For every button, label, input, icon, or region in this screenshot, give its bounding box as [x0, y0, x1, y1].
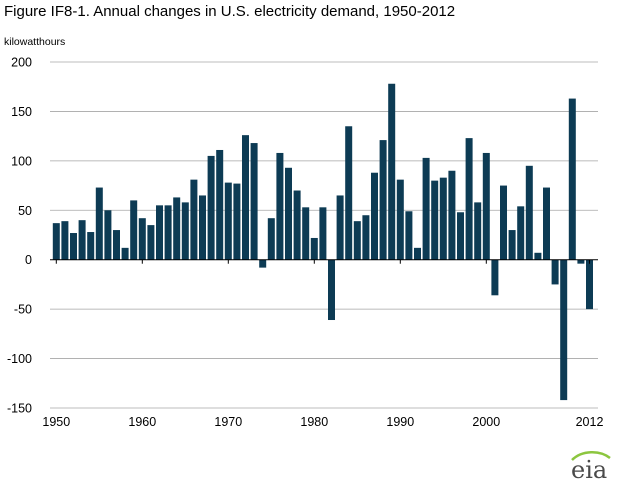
- y-axis-unit-label: kilowatthours: [4, 36, 66, 48]
- y-tick-label: -150: [7, 402, 32, 416]
- eia-logo: eia: [568, 450, 612, 484]
- bar-1956: [104, 210, 112, 260]
- x-axis: 1950 1960 1970 1980 1990 2000 2012: [42, 259, 604, 429]
- bar-2008: [551, 259, 559, 285]
- bar-2005: [525, 165, 533, 260]
- y-tick-label: 50: [18, 204, 32, 218]
- bar-1994: [431, 180, 439, 260]
- eia-logo-text: eia: [571, 456, 608, 484]
- bar-1955: [95, 187, 103, 260]
- chart-title: Figure IF8-1. Annual changes in U.S. ele…: [4, 3, 456, 20]
- x-tick-label: 1960: [128, 415, 156, 429]
- bar-1991: [405, 211, 413, 260]
- bar-1957: [113, 230, 120, 260]
- y-tick-label: 200: [11, 56, 32, 70]
- y-tick-label: 150: [11, 105, 32, 119]
- bar-2010: [568, 98, 576, 260]
- bar-1967: [199, 195, 206, 260]
- bar-1995: [439, 177, 447, 260]
- bar-1973: [250, 143, 258, 260]
- bar-1966: [190, 179, 198, 260]
- bar-1954: [87, 232, 95, 260]
- gridlines: [50, 61, 598, 409]
- bar-1950: [52, 223, 60, 260]
- bar-2002: [500, 185, 507, 260]
- bar-1980: [310, 237, 318, 260]
- bar-1985: [353, 221, 361, 260]
- bar-1987: [371, 172, 378, 260]
- bar-1968: [207, 155, 215, 260]
- x-tick-label: 2000: [472, 415, 500, 429]
- bar-1958: [121, 247, 129, 260]
- bar-1974: [259, 259, 267, 268]
- y-axis-ticks: 200 150 100 50 0 -50 -100 -150: [7, 56, 32, 416]
- bar-1981: [319, 207, 327, 260]
- x-tick-label: 1970: [214, 415, 242, 429]
- bar-2006: [534, 252, 542, 260]
- bar-1960: [138, 218, 146, 260]
- bar-1986: [362, 215, 370, 260]
- bar-1971: [233, 183, 241, 260]
- bar-1978: [293, 190, 301, 260]
- bar-2007: [543, 187, 550, 260]
- bar-2004: [517, 206, 525, 260]
- y-tick-label: -100: [7, 352, 32, 366]
- bar-2003: [508, 230, 516, 260]
- bar-1992: [414, 247, 421, 260]
- eia-logo-swoosh-icon: [571, 451, 611, 461]
- bar-1997: [457, 212, 464, 260]
- bar-2011: [577, 259, 585, 264]
- bar-1979: [302, 207, 310, 260]
- bar-1983: [336, 195, 344, 260]
- bar-1965: [181, 202, 189, 260]
- bar-1959: [130, 200, 138, 260]
- bar-1982: [328, 259, 335, 321]
- bar-1993: [422, 157, 430, 260]
- bar-1984: [345, 126, 353, 260]
- bar-1989: [388, 83, 396, 260]
- bars: [52, 83, 593, 401]
- bar-1964: [173, 197, 181, 260]
- bar-2001: [491, 259, 499, 296]
- bar-1990: [396, 179, 404, 260]
- bar-1972: [242, 135, 249, 260]
- bar-2012: [586, 259, 593, 310]
- x-tick-label: 1980: [300, 415, 328, 429]
- bar-1976: [276, 152, 284, 260]
- y-tick-label: 100: [11, 154, 32, 168]
- bar-1951: [61, 221, 69, 260]
- bar-1963: [164, 205, 172, 260]
- y-tick-label: 0: [25, 253, 32, 267]
- bar-2009: [560, 259, 568, 401]
- bar-1999: [474, 202, 482, 260]
- bar-1975: [267, 218, 275, 260]
- bar-1953: [78, 220, 86, 260]
- bar-1977: [285, 167, 292, 260]
- bar-1961: [147, 225, 155, 260]
- bar-1952: [70, 233, 77, 260]
- x-tick-label: 1950: [42, 415, 70, 429]
- x-tick-label: 1990: [386, 415, 414, 429]
- bar-1988: [379, 140, 387, 260]
- bar-2000: [482, 152, 490, 260]
- bar-1970: [224, 182, 232, 260]
- y-tick-label: -50: [14, 303, 32, 317]
- bar-1969: [216, 149, 224, 260]
- x-tick-label: 2012: [576, 415, 604, 429]
- bar-1996: [448, 170, 456, 260]
- bar-1998: [465, 138, 473, 260]
- bar-1962: [156, 205, 163, 260]
